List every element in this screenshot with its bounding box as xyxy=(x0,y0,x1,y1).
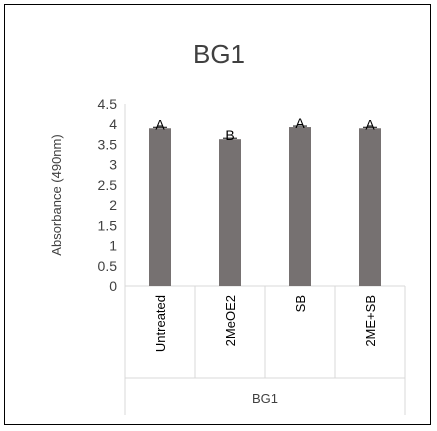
y-tick-label: 0 xyxy=(109,278,117,294)
y-tick-label: 2.5 xyxy=(98,177,118,193)
chart-title: BG1 xyxy=(193,39,245,69)
y-tick-label: 4 xyxy=(109,116,117,132)
y-tick-label: 0.5 xyxy=(98,258,118,274)
category-label: 2MeOE2 xyxy=(223,295,238,346)
x-axis xyxy=(124,285,406,415)
data-label: A xyxy=(365,116,375,132)
category-label: 2ME+SB xyxy=(363,295,378,347)
bar xyxy=(219,139,241,286)
y-tick-label: 3.5 xyxy=(98,136,118,152)
y-tick-label: 3 xyxy=(109,157,117,173)
bars xyxy=(149,125,381,286)
x-axis-title: BG1 xyxy=(252,391,278,406)
y-tick-label: 1 xyxy=(109,238,117,254)
bar xyxy=(289,127,311,286)
category-labels: Untreated 2MeOE2 SB 2ME+SB xyxy=(153,295,378,352)
y-tick-label: 1.5 xyxy=(98,217,118,233)
bar xyxy=(359,128,381,286)
data-label: A xyxy=(295,115,305,131)
y-axis-title: Absorbance (490nm) xyxy=(49,134,64,255)
y-tick-label: 2 xyxy=(109,197,117,213)
data-labels: ABA A xyxy=(155,115,375,143)
bar xyxy=(149,128,171,286)
category-label: Untreated xyxy=(153,295,168,352)
data-label: A xyxy=(155,116,165,132)
category-label: SB xyxy=(293,295,308,312)
data-label: B xyxy=(225,127,234,143)
y-tick-label: 4.5 xyxy=(98,96,118,112)
y-axis-ticks: 0 0.5 1 1.5 2 2.5 3 3.5 4 4.5 xyxy=(98,96,118,294)
